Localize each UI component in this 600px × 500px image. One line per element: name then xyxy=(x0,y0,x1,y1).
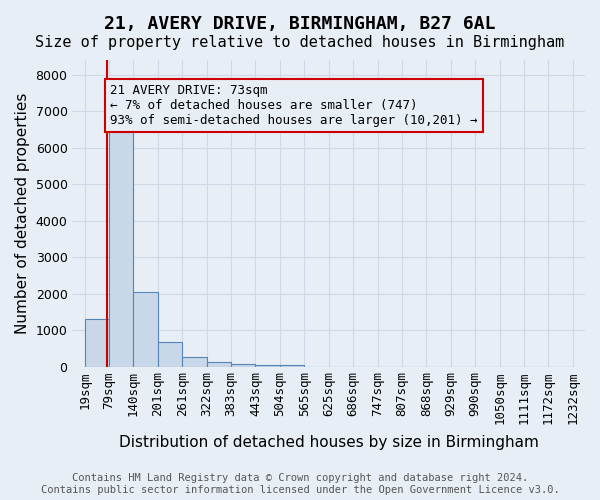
Text: 21 AVERY DRIVE: 73sqm
← 7% of detached houses are smaller (747)
93% of semi-deta: 21 AVERY DRIVE: 73sqm ← 7% of detached h… xyxy=(110,84,478,126)
Text: 21, AVERY DRIVE, BIRMINGHAM, B27 6AL: 21, AVERY DRIVE, BIRMINGHAM, B27 6AL xyxy=(104,15,496,33)
Y-axis label: Number of detached properties: Number of detached properties xyxy=(15,92,30,334)
Bar xyxy=(158,342,182,366)
Bar xyxy=(206,362,231,366)
Bar xyxy=(133,292,158,366)
Bar xyxy=(280,364,304,366)
Bar xyxy=(109,128,133,366)
Text: Contains HM Land Registry data © Crown copyright and database right 2024.
Contai: Contains HM Land Registry data © Crown c… xyxy=(41,474,559,495)
Bar xyxy=(231,364,256,366)
Bar xyxy=(182,356,206,366)
Bar xyxy=(85,319,109,366)
X-axis label: Distribution of detached houses by size in Birmingham: Distribution of detached houses by size … xyxy=(119,435,539,450)
Bar xyxy=(256,364,280,366)
Text: Size of property relative to detached houses in Birmingham: Size of property relative to detached ho… xyxy=(35,35,565,50)
